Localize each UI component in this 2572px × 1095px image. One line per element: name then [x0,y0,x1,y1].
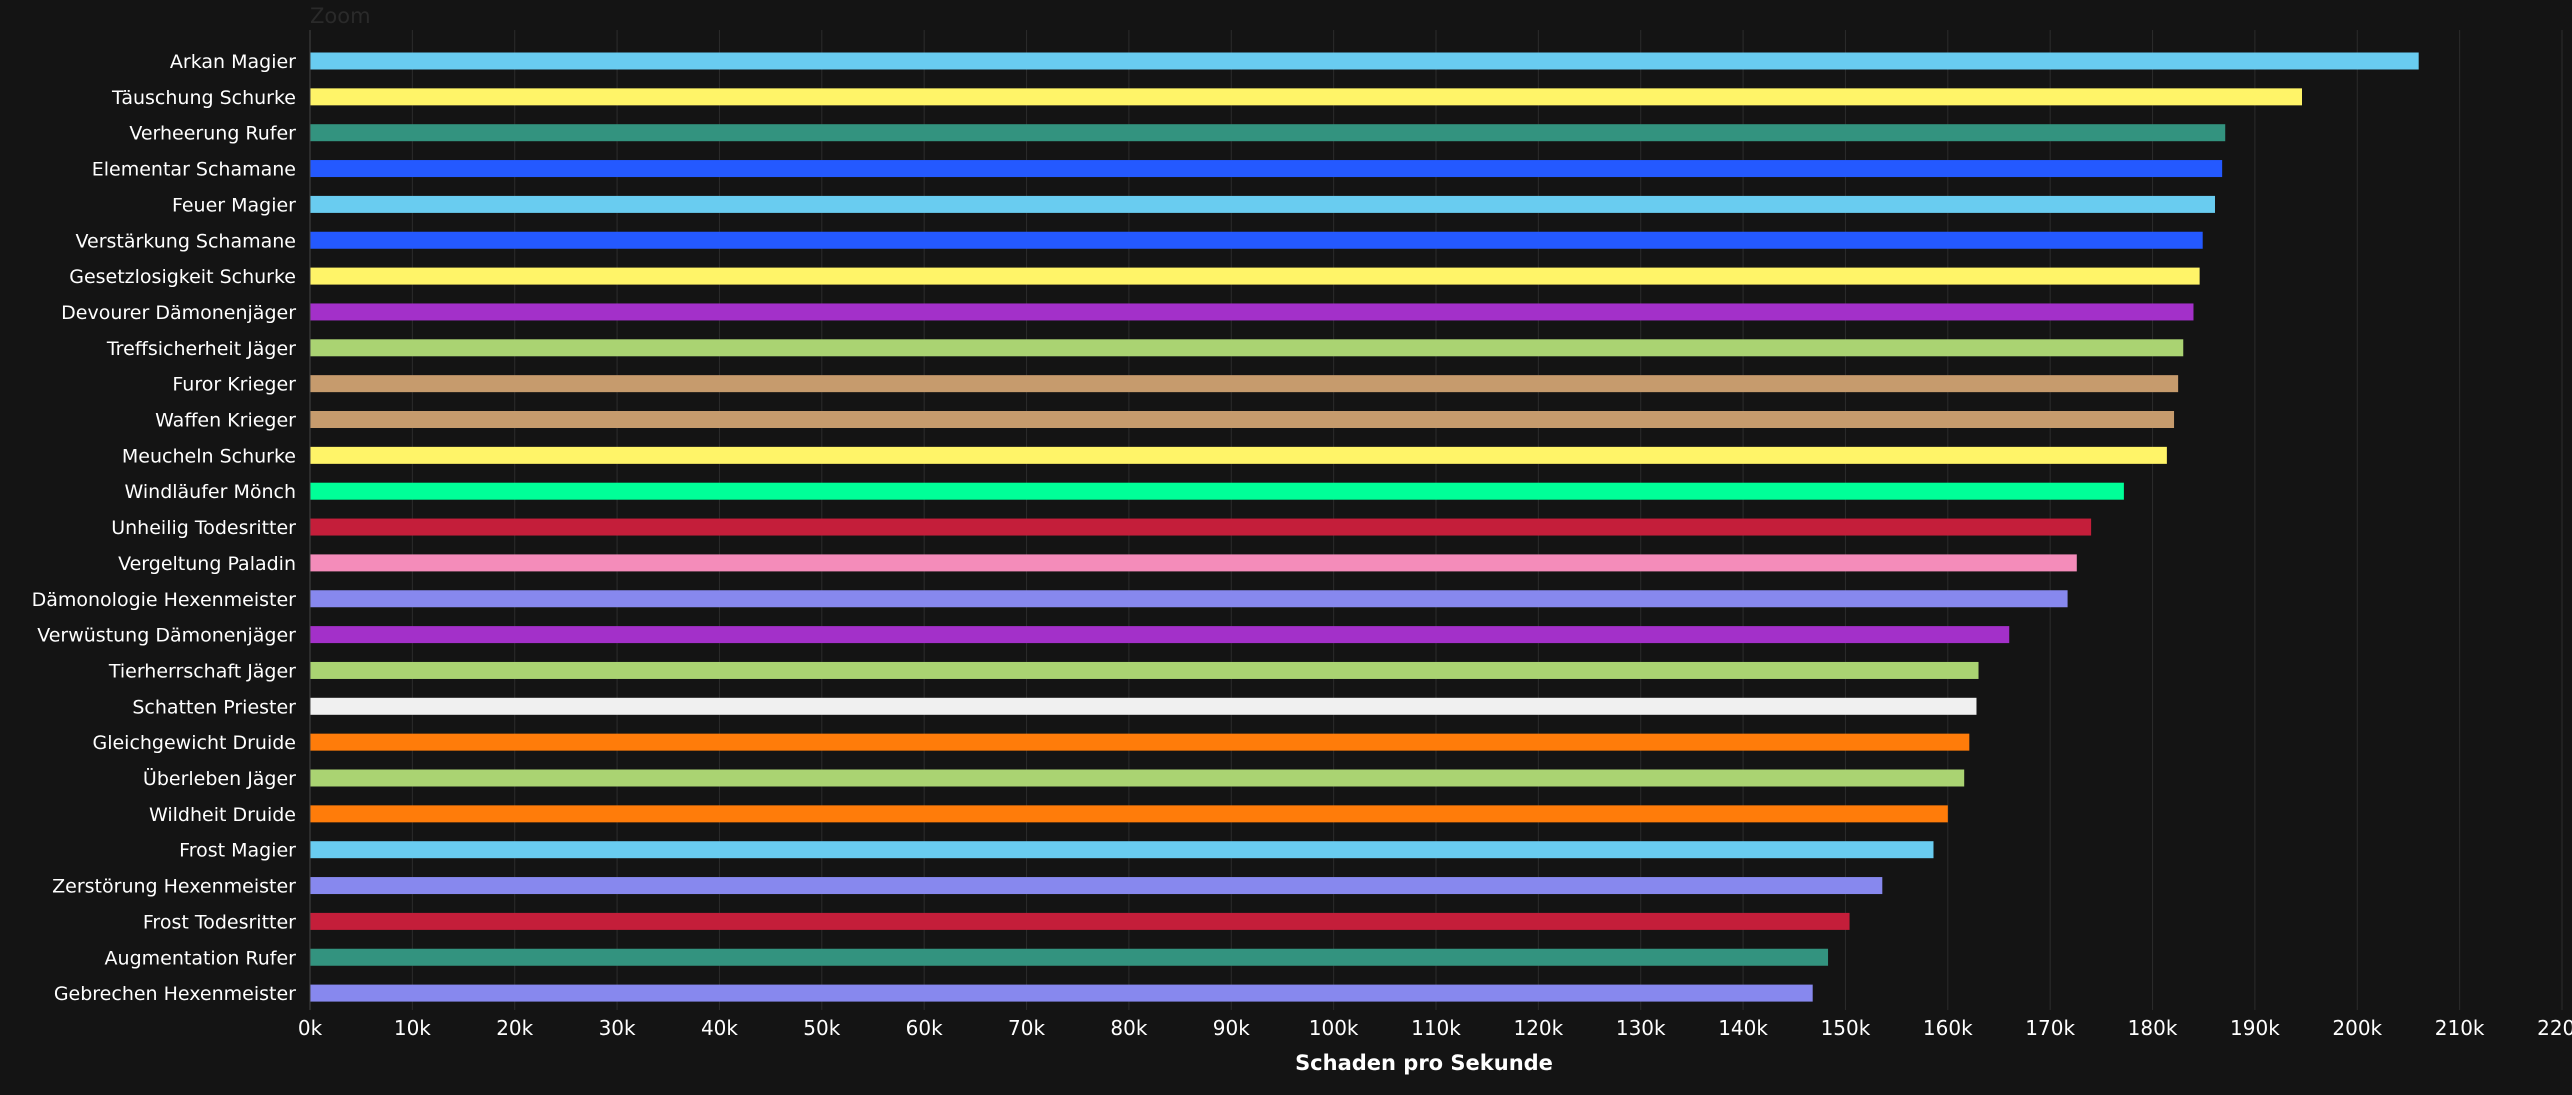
x-tick-label: 170k [2025,1016,2075,1040]
bar[interactable] [310,661,1979,679]
x-tick-label: 30k [599,1016,636,1040]
category-label: Windläufer Mönch [125,481,297,503]
category-labels: Arkan Magier Täuschung Schurke Verheerung … [32,51,297,1005]
bar[interactable] [310,375,2179,393]
bar[interactable] [310,52,2419,70]
category-label: Frost Todesritter [143,911,296,933]
bars [310,52,2419,1002]
bar[interactable] [310,518,2092,536]
bar[interactable] [310,124,2226,142]
x-tick-label: 110k [1411,1016,1461,1040]
x-tick-label: 100k [1309,1016,1359,1040]
bar[interactable] [310,231,2203,249]
zoom-button[interactable]: Zoom [310,4,371,28]
category-label: Elementar Schamane [92,159,296,181]
x-tick-label: 20k [496,1016,533,1040]
bar[interactable] [310,626,2010,644]
x-tick-label: 200k [2332,1016,2382,1040]
bar[interactable] [310,769,1965,787]
category-label: Vergeltung Paladin [118,553,296,575]
bar[interactable] [310,554,2077,572]
bar[interactable] [310,339,2184,357]
x-tick-label: 190k [2230,1016,2280,1040]
x-tick-label: 90k [1213,1016,1250,1040]
category-label: Schatten Priester [132,696,296,718]
x-axis-title: Schaden pro Sekunde [1295,1051,1553,1075]
bar[interactable] [310,697,1977,715]
category-label: Verwüstung Dämonenjäger [37,625,296,647]
category-label: Tierherrschaft Jäger [108,660,296,682]
category-label: Arkan Magier [170,51,296,73]
bar[interactable] [310,877,1883,895]
category-label: Wildheit Druide [149,804,296,826]
category-label: Täuschung Schurke [111,87,296,109]
bar[interactable] [310,303,2194,321]
category-label: Waffen Krieger [155,410,296,432]
category-label: Treffsicherheit Jäger [106,338,296,360]
x-tick-label: 70k [1008,1016,1045,1040]
bar[interactable] [310,805,1948,823]
category-label: Verheerung Rufer [129,123,296,145]
x-tick-label: 130k [1616,1016,1666,1040]
category-label: Augmentation Rufer [105,947,297,969]
category-label: Unheilig Todesritter [111,517,296,539]
x-tick-label: 10k [394,1016,431,1040]
bar[interactable] [310,88,2302,106]
category-label: Zerstörung Hexenmeister [52,876,296,898]
bar[interactable] [310,482,2124,500]
x-tick-label: 150k [1821,1016,1871,1040]
bar[interactable] [310,984,1813,1002]
x-tick-label: 220k [2537,1016,2572,1040]
bar[interactable] [310,267,2200,285]
bar[interactable] [310,912,1850,930]
bar[interactable] [310,411,2175,428]
bar[interactable] [310,948,1829,966]
x-tick-label: 80k [1110,1016,1147,1040]
category-label: Gesetzlosigkeit Schurke [69,266,296,288]
category-label: Feuer Magier [172,194,296,216]
category-label: Verstärkung Schamane [75,230,296,252]
category-label: Dämonologie Hexenmeister [32,589,297,611]
x-tick-label: 140k [1718,1016,1768,1040]
x-tick-label: 180k [2128,1016,2178,1040]
category-label: Frost Magier [179,840,296,862]
bar[interactable] [310,841,1934,859]
bar[interactable] [310,446,2167,464]
category-label: Devourer Dämonenjäger [61,302,296,324]
x-tick-labels: 0k 10k 20k 30k 40k 50k 60k 70k 80k 90k 100k 110k 120… [298,1016,2572,1040]
x-tick-label: 210k [2435,1016,2485,1040]
category-label: Überleben Jäger [143,767,296,790]
x-tick-label: 120k [1513,1016,1563,1040]
bar[interactable] [310,733,1970,751]
category-label: Furor Krieger [172,374,296,396]
bar[interactable] [310,590,2068,608]
x-tick-label: 50k [803,1016,840,1040]
category-label: Gleichgewicht Druide [92,732,296,754]
x-tick-label: 60k [906,1016,943,1040]
bar[interactable] [310,195,2215,213]
bar[interactable] [310,160,2223,178]
x-tick-label: 40k [701,1016,738,1040]
category-label: Gebrechen Hexenmeister [54,983,296,1005]
category-label: Meucheln Schurke [122,445,296,467]
x-tick-label: 160k [1923,1016,1973,1040]
x-tick-label: 0k [298,1016,323,1040]
